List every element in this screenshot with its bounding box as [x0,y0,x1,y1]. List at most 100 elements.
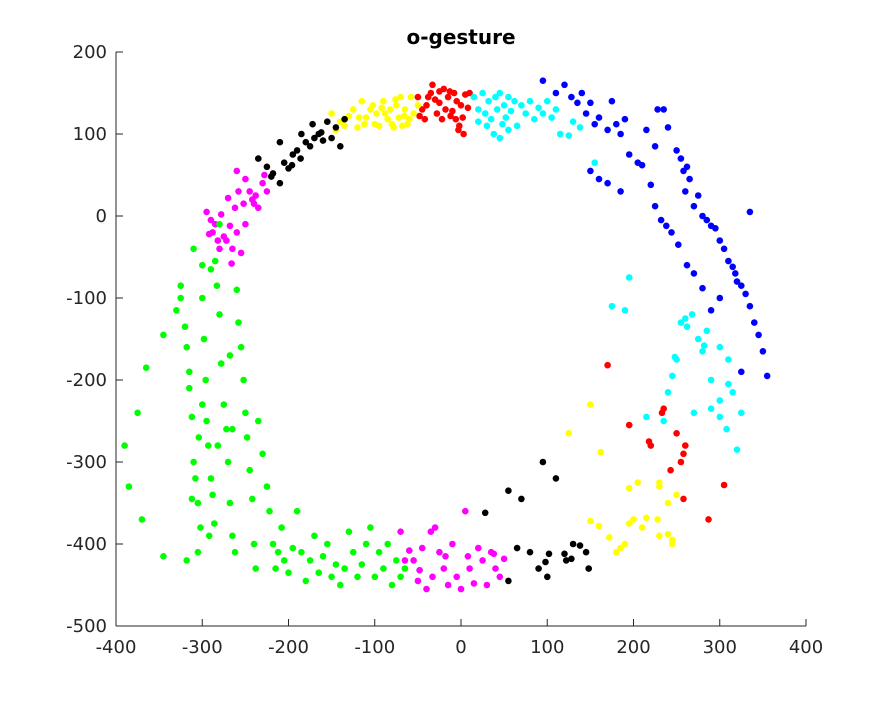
scatter-point [625,274,633,281]
scatter-point [401,557,409,564]
scatter-point [195,434,203,441]
scatter-point [203,417,210,425]
scatter-point [183,557,190,564]
scatter-point [341,115,348,123]
scatter-point [414,93,422,101]
scatter-point [539,458,547,466]
scatter-point [617,544,624,552]
scatter-point [638,161,646,169]
scatter-point [682,442,689,449]
scatter-point [703,216,711,224]
scatter-point [680,495,687,503]
scatter-point [263,483,271,490]
scatter-point [285,569,292,576]
scatter-point [444,93,452,101]
axes: -400 -300 -200 -100 0 100 200 300 400 200 100 0 -100… [66,42,823,658]
scatter-point [392,96,399,103]
scatter-point [492,565,499,572]
scatter-point [669,536,676,544]
scatter-point [755,331,762,339]
scatter-point [401,106,409,113]
scatter-point [319,137,327,144]
scatter-series [328,93,680,556]
scatter-point [453,97,461,105]
scatter-point [505,126,512,134]
scatter-point [380,565,387,572]
scatter-point [199,261,206,269]
scatter-point [197,524,204,531]
scatter-point [625,151,633,158]
scatter-point [725,257,732,265]
scatter-point [261,171,268,179]
scatter-point [186,368,193,376]
scatter-point [466,565,473,572]
scatter-series [203,167,508,593]
y-tick-label: -100 [66,288,107,309]
scatter-point [254,155,262,162]
scatter-point [280,557,288,564]
scatter-point [324,540,331,548]
scatter-point [699,284,706,292]
scatter-point [531,115,538,123]
scatter-point [683,323,691,331]
scatter-point [667,466,674,474]
x-tick-label: -300 [182,637,223,658]
scatter-point [268,173,275,180]
scatter-point [518,102,525,109]
scatter-point [246,188,253,195]
scatter-point [513,544,521,552]
scatter-point [475,106,482,113]
scatter-point [716,343,724,351]
points-layer [121,77,771,593]
scatter-point [613,120,620,128]
scatter-point [617,188,624,195]
scatter-point [134,409,141,417]
scatter-point [217,211,225,218]
scatter-point [438,115,446,123]
scatter-point [345,528,353,535]
scatter-point [668,229,675,236]
scatter-point [318,129,325,136]
scatter-point [569,118,577,125]
scatter-point [183,343,190,351]
scatter-point [552,475,560,482]
scatter-point [297,155,304,162]
scatter-point [707,376,715,384]
scatter-point [315,569,323,576]
scatter-point [671,353,679,361]
scatter-point [421,115,429,123]
scatter-point [199,401,206,408]
scatter-point [475,118,482,125]
scatter-point [337,143,344,150]
scatter-point [395,114,403,121]
scatter-point [250,200,258,207]
scatter-point [582,110,590,117]
x-tick-label: 300 [703,637,737,658]
x-tick-label: 400 [789,637,823,658]
y-tick-label: -400 [66,534,107,555]
scatter-point [233,167,241,175]
scatter-point [397,528,404,535]
scatter-point [203,208,210,216]
scatter-point [371,573,379,581]
scatter-point [440,565,448,572]
scatter-point [228,260,235,267]
scatter-point [259,450,266,458]
scatter-point [272,565,279,572]
scatter-point [505,487,512,495]
scatter-point [539,110,547,117]
scatter-point [574,99,581,107]
scatter-point [332,124,340,131]
scatter-point [643,514,650,522]
scatter-point [337,581,344,589]
scatter-point [404,120,411,128]
scatter-point [205,442,212,449]
scatter-point [657,216,665,224]
scatter-point [280,159,288,166]
scatter-point [302,577,310,585]
scatter-point [552,89,560,97]
scatter-point [660,417,667,425]
scatter-point [237,343,245,351]
scatter-point [319,553,327,560]
scatter-point [237,249,245,257]
